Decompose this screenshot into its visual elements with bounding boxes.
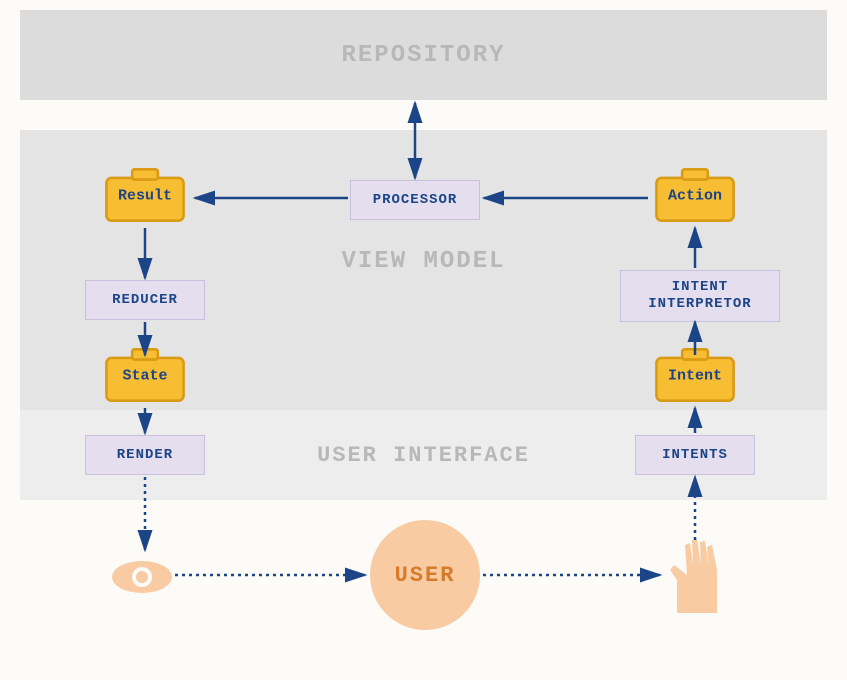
hand-icon bbox=[662, 535, 732, 615]
processor-node: PROCESSOR bbox=[350, 180, 480, 220]
state-label: State bbox=[100, 368, 190, 385]
repository-label: REPOSITORY bbox=[20, 42, 827, 69]
intent-node: Intent bbox=[650, 345, 740, 405]
action-label: Action bbox=[650, 188, 740, 205]
intent-label: Intent bbox=[650, 368, 740, 385]
result-node: Result bbox=[100, 165, 190, 225]
render-node: RENDER bbox=[85, 435, 205, 475]
user-node: USER bbox=[370, 520, 480, 630]
state-node: State bbox=[100, 345, 190, 405]
repository-layer: REPOSITORY bbox=[20, 10, 827, 100]
result-label: Result bbox=[100, 188, 190, 205]
intent-interpretor-node: INTENT INTERPRETOR bbox=[620, 270, 780, 322]
intents-node: INTENTS bbox=[635, 435, 755, 475]
reducer-node: REDUCER bbox=[85, 280, 205, 320]
action-node: Action bbox=[650, 165, 740, 225]
eye-icon bbox=[110, 555, 175, 600]
